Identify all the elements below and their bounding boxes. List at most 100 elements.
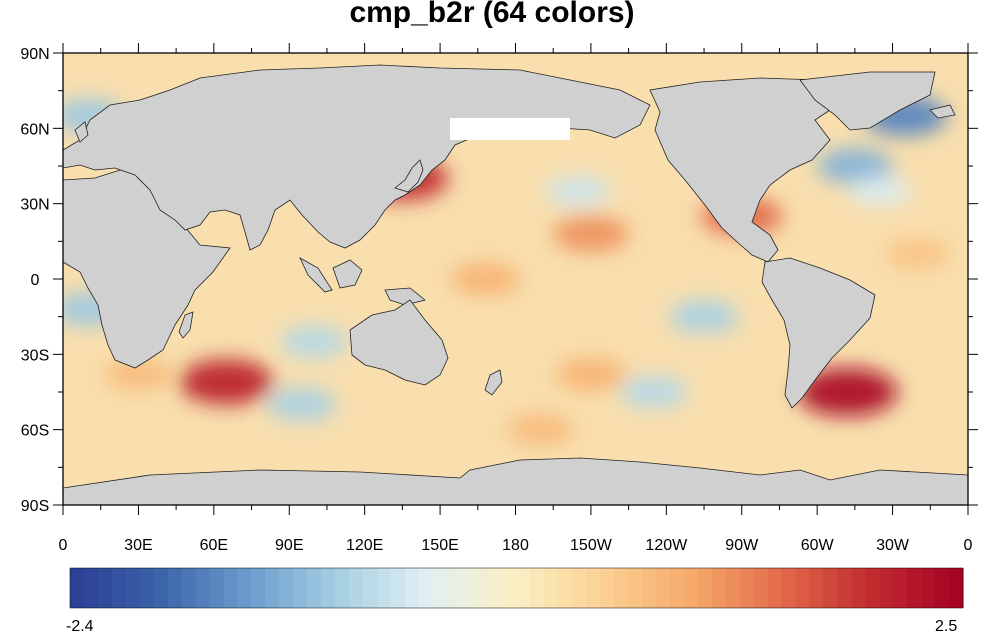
colorbar-swatch — [181, 568, 197, 608]
anomaly-indian-ocean-cool — [280, 325, 349, 358]
colorbar-swatch — [83, 568, 99, 608]
x-tick-label: 150E — [421, 537, 458, 554]
colorbar-swatch — [893, 568, 908, 608]
colorbar-swatch — [502, 568, 517, 608]
anomaly-n-atlantic-cool — [849, 176, 912, 206]
colorbar-swatch — [544, 568, 559, 608]
anomaly-agulhas-warm — [104, 358, 173, 391]
x-tick-label: 0 — [59, 537, 68, 554]
y-tick-label: 60S — [21, 423, 49, 440]
arctic-missing — [450, 118, 570, 140]
colorbar-swatch — [279, 568, 294, 608]
colorbar-swatch — [642, 568, 657, 608]
anomaly-central-pacific-warm — [552, 215, 629, 252]
colorbar-swatch — [460, 568, 476, 608]
colorbar-swatch — [446, 568, 462, 608]
colorbar-swatch — [586, 568, 601, 608]
colorbar-swatch — [669, 568, 685, 608]
colorbar-swatch — [125, 568, 141, 608]
colorbar-swatch — [223, 568, 238, 608]
colorbar-swatch — [656, 568, 671, 608]
colorbar-swatch — [711, 568, 727, 608]
colorbar-swatch — [837, 568, 852, 608]
y-tick-label: 90N — [20, 46, 49, 63]
y-tick-label: 90S — [21, 498, 49, 515]
colorbar-swatch — [404, 568, 420, 608]
x-tick-label: 30E — [124, 537, 152, 554]
x-tick-label: 0 — [964, 537, 973, 554]
y-tick-label: 30S — [21, 347, 49, 364]
colorbar-swatch — [683, 568, 699, 608]
y-tick-label: 30N — [20, 197, 49, 214]
colorbar-swatch — [628, 568, 643, 608]
colorbar-swatch — [921, 568, 936, 608]
colorbar-swatch — [614, 568, 629, 608]
colorbar-swatch — [795, 568, 811, 608]
anomaly-s-ocean-warm — [506, 413, 575, 446]
colorbar-swatch — [935, 568, 950, 608]
colorbar-swatch — [153, 568, 169, 608]
colorbar-swatch — [363, 568, 378, 608]
madagascar-landmass — [178, 311, 194, 339]
colorbar-frame — [69, 567, 964, 609]
colorbar-swatch — [139, 568, 155, 608]
x-tick-label: 30W — [876, 537, 910, 554]
x-tick-label: 60W — [801, 537, 835, 554]
x-tick-label: 180 — [502, 537, 529, 554]
colorbar-swatch — [572, 568, 587, 608]
colorbar-swatch — [265, 568, 280, 608]
colorbar-swatch — [558, 568, 573, 608]
new-zealand-landmass — [484, 369, 503, 396]
y-tick-label: 60N — [20, 121, 49, 138]
colorbar-swatch — [390, 568, 406, 608]
anomaly-s-indian-cool — [266, 388, 337, 422]
colorbar-swatch — [739, 568, 755, 608]
colorbar-swatch — [237, 568, 252, 608]
colorbar-swatch — [697, 568, 713, 608]
borneo-landmass — [332, 259, 363, 289]
colorbar-swatch — [725, 568, 741, 608]
colorbar-swatch — [97, 568, 113, 608]
colorbar-swatch — [293, 568, 308, 608]
map-data-area — [63, 53, 968, 505]
anomaly-equatorial-atlantic-warm — [884, 238, 951, 270]
colorbar-swatch — [767, 568, 783, 608]
iceland-landmass — [929, 104, 956, 119]
x-tick-label: 90E — [275, 537, 303, 554]
anomaly-tropical-pacific-warm — [450, 262, 521, 296]
anomaly-s-pacific-cool — [619, 376, 688, 408]
colorbar-swatch — [474, 568, 490, 608]
colorbar-swatch — [809, 568, 824, 608]
colorbar-swatch — [376, 568, 392, 608]
colorbar-swatch — [865, 568, 880, 608]
x-tick-label: 90W — [725, 537, 759, 554]
colorbar-swatch — [516, 568, 531, 608]
australia-landmass — [349, 299, 449, 386]
colorbar — [70, 568, 964, 608]
x-tick-label: 60E — [200, 537, 228, 554]
colorbar-swatch — [418, 568, 434, 608]
missing-data-regions — [450, 118, 570, 140]
anomaly-s-indian-ocean-warm — [179, 359, 274, 405]
sumatra-landmass — [299, 257, 333, 293]
colorbar-swatch — [949, 568, 964, 608]
colorbar-swatch — [307, 568, 322, 608]
colorbar-swatch — [823, 568, 838, 608]
anomaly-n-pacific-cool — [546, 176, 611, 207]
colorbar-swatch — [488, 568, 504, 608]
anomaly-nw-atlantic-cool — [816, 148, 893, 184]
colorbar-swatch — [70, 568, 85, 608]
eurasia-landmass — [63, 64, 651, 251]
colorbar-swatch — [781, 568, 797, 608]
colorbar-swatch — [907, 568, 922, 608]
colorbar-max-label: 2.5 — [935, 618, 958, 635]
colorbar-swatch — [753, 568, 769, 608]
land-masses — [63, 64, 968, 505]
colorbar-swatch — [335, 568, 350, 608]
x-tick-label: 150W — [570, 537, 613, 554]
colorbar-min-label: -2.4 — [66, 618, 94, 635]
axis-tick-labels: 90N 60N 30N 0 30S 60S 90S 0 30E 60E 90E 120E 150E 180… — [20, 46, 972, 554]
greenland-landmass — [799, 71, 936, 131]
colorbar-swatch — [349, 568, 364, 608]
